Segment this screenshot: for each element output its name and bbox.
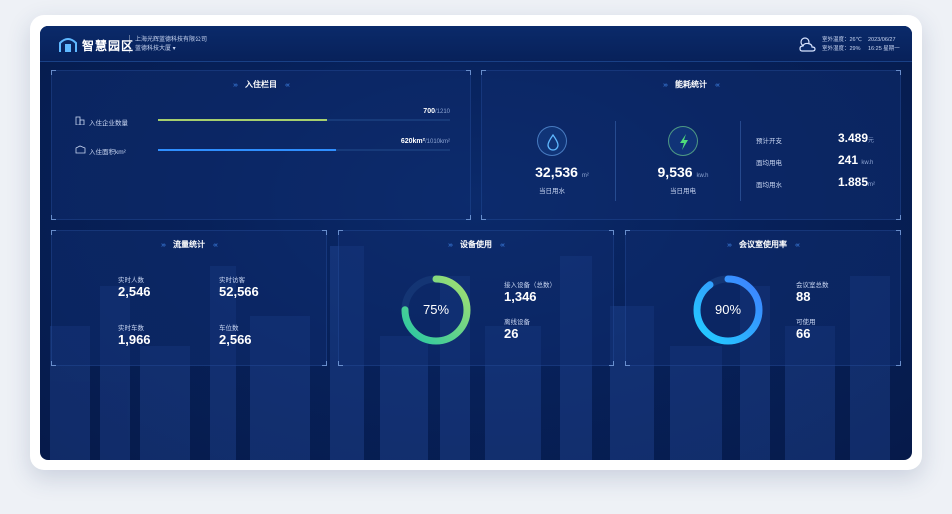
occupancy-row-value: 700/1210: [423, 108, 450, 115]
realtime-cars-value: 1,966: [118, 332, 151, 347]
meeting-rooms-total-value: 88: [796, 289, 811, 304]
occupancy-row-label: 入住企业数量: [89, 120, 128, 127]
top-bar: 智慧园区 上海光辉蓝德科技有限公司 蓝德科技大厦 ▾ 室外温度：26℃ 室外湿度…: [40, 26, 912, 62]
ring-progress-arc: [401, 275, 471, 345]
offline-devices-value: 26: [504, 326, 519, 341]
meeting-rooms-available-value: 66: [796, 326, 811, 341]
area-icon: [75, 145, 86, 154]
meeting-rooms-total-label: 会议室总数: [796, 282, 829, 289]
brand-title: 智慧园区: [82, 39, 135, 53]
area-progress-fill: [158, 149, 337, 151]
current-time: 16:25 星期一: [868, 46, 900, 52]
panel-title: ››› 设备使用 ‹‹‹: [448, 240, 505, 249]
meeting-room-panel: ››› 会议室使用率 ‹‹‹ 90% 会议室总数 88 可使用 66: [625, 230, 901, 366]
water-usage-value: 32,536 m²: [535, 164, 589, 180]
current-date: 2023/06/27: [868, 37, 896, 43]
water-usage-label: 当日用水: [539, 188, 565, 195]
park-logo-icon: [59, 38, 77, 52]
outdoor-temperature: 室外温度：26℃: [822, 37, 862, 43]
company-name: 上海光辉蓝德科技有限公司: [135, 37, 208, 43]
energy-divider: [615, 121, 616, 201]
expense-value: 3.489元: [838, 131, 875, 145]
realtime-people-value: 2,546: [118, 284, 151, 299]
power-per-area-value: 241 kw.h: [838, 153, 874, 167]
meeting-usage-percent: 90%: [714, 302, 742, 317]
offline-devices-label: 离线设备: [504, 319, 530, 326]
area-row-value: 620km²/1010km²: [400, 138, 450, 145]
occupancy-progress-bar: [158, 119, 450, 121]
ring-progress-arc: [693, 275, 763, 345]
expense-label: 预计开支: [756, 138, 782, 145]
panel-title: ››› 入住栏目 ‹‹‹: [233, 80, 290, 89]
devices-panel: ››› 设备使用 ‹‹‹ 75% 接入设备（总数） 1,346 离线设备 26: [338, 230, 614, 366]
water-per-area-label: 面均用水: [756, 182, 782, 189]
energy-divider: [740, 121, 741, 201]
datetime-readout: 2023/06/27 16:25 星期一: [868, 36, 900, 54]
area-progress-bar: [158, 149, 450, 151]
realtime-people-label: 实时人数: [118, 277, 144, 284]
occupancy-panel: ››› 入住栏目 ‹‹‹ 入住企业数量 700/1210 入住面积km² 620km…: [51, 70, 471, 220]
partly-cloudy-icon: [799, 37, 816, 52]
realtime-visitors-label: 实时访客: [219, 277, 245, 284]
power-usage-value: 9,536 kw.h: [657, 164, 709, 180]
traffic-panel: ››› 流量统计 ‹‹‹ 实时人数 2,546 实时访客 52,566 实时车数 1…: [51, 230, 327, 366]
panel-title: ››› 流量统计 ‹‹‹: [161, 240, 218, 249]
connected-devices-label: 接入设备（总数）: [504, 282, 556, 289]
panel-title: ››› 能耗统计 ‹‹‹: [663, 80, 720, 89]
occupancy-progress-fill: [158, 119, 328, 121]
lightning-icon: [668, 126, 698, 156]
dashboard-screen: 智慧园区 上海光辉蓝德科技有限公司 蓝德科技大厦 ▾ 室外温度：26℃ 室外湿度…: [40, 26, 912, 460]
area-row-label: 入住面积km²: [89, 149, 126, 156]
brand-divider: [129, 35, 130, 53]
meeting-usage-ring: 90%: [691, 273, 765, 347]
meeting-rooms-available-label: 可使用: [796, 319, 816, 326]
power-usage-label: 当日用电: [670, 188, 696, 195]
connected-devices-value: 1,346: [504, 289, 537, 304]
meeting-usage-ring-svg: [693, 275, 763, 345]
parking-spaces-label: 车位数: [219, 325, 239, 332]
company-selector[interactable]: 上海光辉蓝德科技有限公司 蓝德科技大厦 ▾: [135, 36, 207, 54]
device-usage-ring: 75%: [399, 273, 473, 347]
building-icon: [75, 116, 85, 125]
energy-panel: ››› 能耗统计 ‹‹‹ 32,536 m² 当日用水 9,536 kw.h 当日用…: [481, 70, 901, 220]
realtime-cars-label: 实时车数: [118, 325, 144, 332]
water-drop-icon: [537, 126, 567, 156]
panel-title: ››› 会议室使用率 ‹‹‹: [727, 240, 800, 249]
device-usage-percent: 75%: [422, 302, 450, 317]
parking-spaces-value: 2,566: [219, 332, 252, 347]
building-dropdown[interactable]: 蓝德科技大厦 ▾: [135, 46, 176, 52]
water-per-area-value: 1.885m²: [838, 175, 876, 189]
outdoor-humidity: 室外湿度：29%: [822, 46, 861, 52]
power-per-area-label: 面均用电: [756, 160, 782, 167]
realtime-visitors-value: 52,566: [219, 284, 259, 299]
device-usage-ring-svg: [401, 275, 471, 345]
weather-readout: 室外温度：26℃ 室外湿度：29%: [822, 36, 862, 54]
